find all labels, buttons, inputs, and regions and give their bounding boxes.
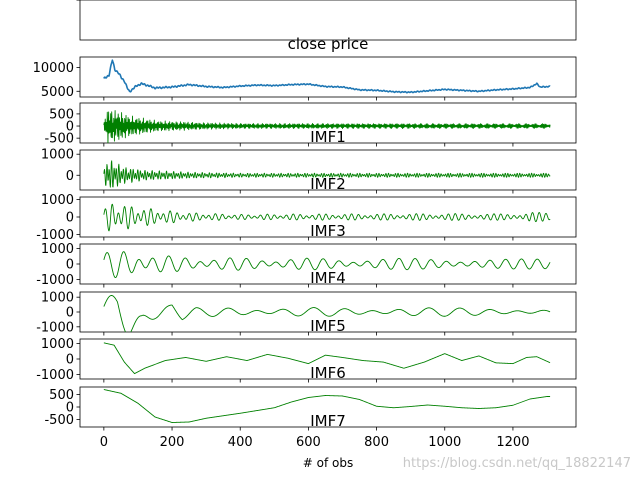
panel-label-imf4: IMF4 xyxy=(310,269,346,287)
panel-label-imf6: IMF6 xyxy=(310,364,346,382)
x-tick-label: 200 xyxy=(160,435,185,450)
y-tick-label: 500 xyxy=(49,388,74,403)
y-tick-label: 6000 xyxy=(41,0,74,4)
x-axis: 0 200 400 600 800 1000 1200 xyxy=(100,435,530,450)
panel-frame xyxy=(79,149,577,191)
series-line-imf4 xyxy=(103,251,551,279)
panel-imf2: 0 1000 IMF2 xyxy=(41,148,577,194)
series-line-imf6 xyxy=(103,342,551,375)
y-tick-label: 1000 xyxy=(41,193,74,208)
panel-close-price: 5000 10000 xyxy=(33,56,577,101)
panel-trend: 50006000 xyxy=(41,0,577,41)
y-tick-label: 1000 xyxy=(41,337,74,352)
y-tick-label: 0 xyxy=(66,401,74,416)
y-tick-label: 500 xyxy=(49,107,74,122)
x-tick-label: 600 xyxy=(296,435,321,450)
panel-label-imf2: IMF2 xyxy=(310,175,346,193)
y-tick-label: 1000 xyxy=(41,242,74,257)
panel-imf3: -1000 0 1000 IMF3 xyxy=(36,193,577,243)
y-tick-label: 0 xyxy=(66,258,74,273)
panel-label-imf1: IMF1 xyxy=(310,128,346,146)
panel-label-imf3: IMF3 xyxy=(310,222,346,240)
y-tick-label: 1000 xyxy=(41,148,74,163)
panel-label-imf7: IMF7 xyxy=(310,412,346,430)
x-tick-label: 1200 xyxy=(496,435,529,450)
y-tick-label: 0 xyxy=(66,353,74,368)
y-tick-label: 5000 xyxy=(41,0,74,4)
series-line-imf3 xyxy=(103,203,551,232)
y-tick-label: 0 xyxy=(66,120,74,135)
panel-frame xyxy=(79,56,577,98)
x-tick-label: 1000 xyxy=(428,435,461,450)
panel-label-imf5: IMF5 xyxy=(310,317,346,335)
y-tick-label: -500 xyxy=(44,132,74,147)
y-tick-label: 5000 xyxy=(41,85,74,100)
panel-frame xyxy=(79,0,577,41)
y-tick-label: -1000 xyxy=(36,368,74,383)
series-line-imf7 xyxy=(103,389,551,423)
x-axis-label: # of obs xyxy=(303,456,353,470)
y-tick-label: -1000 xyxy=(36,228,74,243)
series-line-close-price xyxy=(103,59,551,94)
chart-title: close price xyxy=(288,35,369,53)
y-tick-label: 1000 xyxy=(41,291,74,306)
series-line-imf2 xyxy=(103,160,551,188)
y-tick-label: -500 xyxy=(44,413,74,428)
panels: 500010000-5000500IMF101000IMF2-100001000… xyxy=(33,0,577,431)
watermark: https://blog.csdn.net/qq_18822147 xyxy=(403,456,631,471)
x-tick-label: 400 xyxy=(228,435,253,450)
x-tick-label: 0 xyxy=(100,435,108,450)
y-tick-label: -1000 xyxy=(36,273,74,288)
panel-frame xyxy=(79,102,577,144)
y-tick-label: 10000 xyxy=(33,61,74,76)
series-line-imf1 xyxy=(103,110,551,143)
x-tick-label: 800 xyxy=(364,435,389,450)
y-tick-label: 0 xyxy=(66,169,74,184)
series-line-imf5 xyxy=(103,295,551,332)
y-tick-label: 0 xyxy=(66,211,74,226)
y-tick-label: -1000 xyxy=(36,320,74,335)
y-tick-label: 0 xyxy=(66,306,74,321)
